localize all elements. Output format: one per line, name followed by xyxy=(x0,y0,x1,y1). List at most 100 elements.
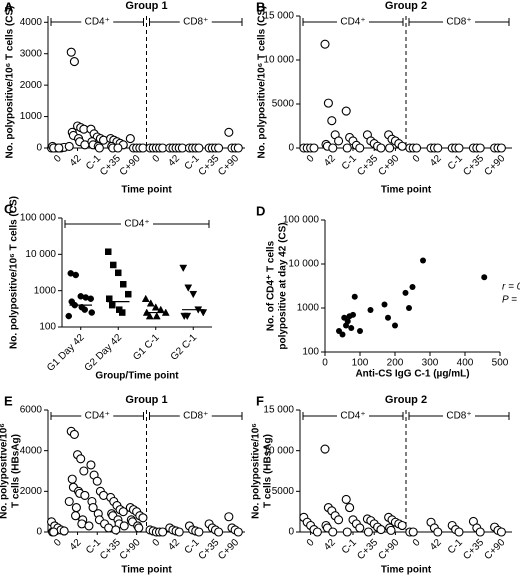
y-tick-label: 100 xyxy=(39,322,56,333)
point xyxy=(111,525,121,535)
y-tick-label: 2000 xyxy=(20,80,43,91)
point xyxy=(184,284,193,292)
y-tick-label: 1000 xyxy=(297,303,320,314)
point xyxy=(183,312,192,321)
x-tick-label: C+90 xyxy=(118,153,143,178)
y-tick-label: 5000 xyxy=(272,486,295,497)
x-tick-label: 42 xyxy=(166,153,182,169)
x-tick-label: 0 xyxy=(52,537,64,549)
point xyxy=(496,143,506,153)
point xyxy=(334,136,344,146)
point xyxy=(141,294,150,302)
panel-label: F xyxy=(256,393,264,408)
panel-title: Group 2 xyxy=(385,0,427,12)
point xyxy=(320,444,330,454)
point xyxy=(69,429,79,439)
y-axis-label: No. polypositive/10⁶ T cells (CS) xyxy=(9,196,20,349)
y-axis-label: T cells (HBsAg) xyxy=(263,434,274,508)
point xyxy=(64,496,74,507)
y-tick-label: 10 000 xyxy=(25,249,56,260)
point xyxy=(367,307,374,314)
point xyxy=(146,299,155,307)
point xyxy=(120,281,127,288)
x-tick-label: 42 xyxy=(68,537,84,553)
point xyxy=(88,309,95,316)
x-tick-label: 0 xyxy=(305,153,317,165)
point xyxy=(66,47,76,57)
point xyxy=(348,325,355,332)
x-tick-label: 42 xyxy=(322,153,338,169)
x-tick-label: C+35 xyxy=(98,153,123,178)
point xyxy=(454,143,464,153)
point xyxy=(385,143,395,153)
y-axis-label: No. polypositive/10⁶ xyxy=(251,423,262,519)
point xyxy=(320,39,330,49)
y-axis-label: T cells (HBsAg) xyxy=(11,434,22,508)
point xyxy=(224,512,234,522)
group-label-bg xyxy=(121,217,153,231)
x-tick-label: C+90 xyxy=(216,537,241,562)
point xyxy=(342,527,352,537)
x-tick-label: G2 C-1 xyxy=(169,332,200,363)
point xyxy=(145,312,154,320)
point xyxy=(71,511,81,521)
y-tick-label: 0 xyxy=(288,527,294,538)
point xyxy=(342,143,352,153)
point xyxy=(67,474,77,484)
x-tick-label: G1 C-1 xyxy=(131,332,162,363)
point xyxy=(105,248,112,255)
point xyxy=(420,257,426,264)
point xyxy=(357,328,363,335)
point xyxy=(106,295,113,302)
point xyxy=(119,521,129,531)
x-tick-label: 42 xyxy=(428,537,444,553)
point xyxy=(385,314,391,321)
point xyxy=(341,106,351,116)
x-tick-label: C+90 xyxy=(483,537,508,562)
x-tick-label: 0 xyxy=(52,153,64,165)
x-axis-label: Time point xyxy=(381,185,432,196)
point xyxy=(113,143,123,153)
point xyxy=(87,295,94,302)
x-tick-label: C+35 xyxy=(461,153,486,178)
x-tick-label: 42 xyxy=(428,153,444,169)
panel-title: Group 1 xyxy=(125,394,167,406)
point xyxy=(64,141,74,151)
point xyxy=(84,521,94,531)
y-axis-label: No. polypositive/10⁶ T cells (CS) xyxy=(5,6,16,159)
x-tick-label: C+90 xyxy=(216,153,241,178)
point xyxy=(65,312,72,320)
group-label: CD4⁺ xyxy=(124,219,149,230)
point xyxy=(323,98,333,108)
x-tick-label: 0 xyxy=(411,537,423,549)
group-label: CD8⁺ xyxy=(183,411,208,422)
panel-label: A xyxy=(4,0,14,14)
point xyxy=(344,318,351,325)
point xyxy=(71,503,81,513)
x-tick-label: C+90 xyxy=(377,153,402,178)
x-tick-label: 0 xyxy=(305,537,317,549)
point xyxy=(475,143,485,153)
group-label-bg xyxy=(179,15,212,29)
x-tick-label: 200 xyxy=(387,358,404,369)
point xyxy=(345,503,355,513)
point xyxy=(109,301,116,309)
point xyxy=(214,143,224,153)
y-axis-label: No. polypositive/10⁶ T cells (CS) xyxy=(257,6,268,159)
point xyxy=(81,306,88,313)
point xyxy=(194,143,204,153)
group-label-bg xyxy=(179,409,212,423)
x-tick-label: 0 xyxy=(411,153,423,165)
point xyxy=(433,527,443,537)
x-tick-label: G2 Day 42 xyxy=(83,332,125,374)
group-label-bg xyxy=(443,409,475,423)
panel-label: E xyxy=(4,393,13,408)
point xyxy=(328,143,338,153)
y-tick-label: 10 000 xyxy=(263,55,294,66)
x-tick-label: C+35 xyxy=(461,537,486,562)
x-tick-label: 0 xyxy=(151,153,163,165)
point xyxy=(381,301,388,308)
group-label: CD8⁺ xyxy=(183,17,208,28)
point xyxy=(118,507,128,517)
point xyxy=(475,527,485,537)
